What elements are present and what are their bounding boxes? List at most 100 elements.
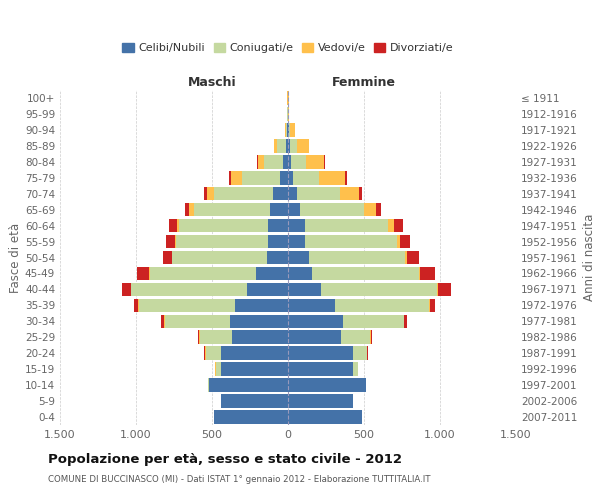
Bar	[341, 330, 370, 344]
Bar	[199, 330, 200, 344]
Text: Femmine: Femmine	[332, 76, 396, 89]
Bar	[256, 266, 288, 280]
Bar	[194, 203, 270, 216]
Legend: Celibi/Nubili, Coniugati/e, Vedovi/e, Divorziati/e: Celibi/Nubili, Coniugati/e, Vedovi/e, Di…	[118, 38, 458, 58]
Bar	[288, 187, 297, 200]
Bar	[139, 298, 235, 312]
Bar	[285, 123, 286, 136]
Bar	[221, 346, 288, 360]
Bar	[288, 250, 309, 264]
Bar	[288, 266, 313, 280]
Bar	[164, 314, 165, 328]
Bar	[288, 346, 353, 360]
Bar	[288, 171, 293, 184]
Bar	[286, 123, 287, 136]
Bar	[205, 187, 208, 200]
Bar	[297, 187, 340, 200]
Y-axis label: Fasce di età: Fasce di età	[9, 222, 22, 292]
Bar	[394, 219, 403, 232]
Bar	[288, 410, 362, 424]
Bar	[288, 203, 300, 216]
Bar	[288, 362, 353, 376]
Bar	[229, 171, 231, 184]
Bar	[221, 394, 288, 408]
Bar	[288, 123, 289, 136]
Bar	[216, 362, 221, 376]
Bar	[288, 235, 305, 248]
Bar	[235, 298, 288, 312]
Bar	[288, 330, 341, 344]
Bar	[270, 203, 288, 216]
Bar	[371, 330, 373, 344]
Bar	[305, 219, 388, 232]
Bar	[267, 250, 288, 264]
Bar	[263, 155, 283, 168]
Bar	[353, 346, 367, 360]
Bar	[242, 171, 280, 184]
Bar	[287, 123, 288, 136]
Bar	[209, 378, 288, 392]
Bar	[388, 219, 394, 232]
Bar	[340, 187, 359, 200]
Bar	[280, 171, 288, 184]
Bar	[161, 314, 164, 328]
Bar	[335, 298, 430, 312]
Bar	[289, 123, 290, 136]
Bar	[370, 330, 371, 344]
Bar	[277, 139, 286, 152]
Bar	[166, 235, 175, 248]
Bar	[189, 203, 194, 216]
Bar	[367, 346, 368, 360]
Bar	[290, 123, 295, 136]
Bar	[197, 330, 199, 344]
Bar	[208, 187, 214, 200]
Bar	[134, 298, 138, 312]
Bar	[172, 250, 267, 264]
Bar	[293, 171, 319, 184]
Bar	[407, 250, 419, 264]
Bar	[309, 250, 405, 264]
Bar	[400, 235, 410, 248]
Bar	[214, 187, 273, 200]
Bar	[169, 219, 177, 232]
Bar	[288, 378, 365, 392]
Bar	[288, 282, 322, 296]
Bar	[300, 203, 364, 216]
Bar	[268, 235, 288, 248]
Bar	[437, 282, 439, 296]
Bar	[319, 171, 345, 184]
Bar	[365, 378, 366, 392]
Bar	[430, 298, 436, 312]
Bar	[200, 330, 232, 344]
Bar	[343, 314, 404, 328]
Bar	[288, 139, 290, 152]
Bar	[208, 378, 209, 392]
Bar	[131, 282, 247, 296]
Bar	[232, 330, 288, 344]
Bar	[286, 139, 288, 152]
Y-axis label: Anni di nascita: Anni di nascita	[583, 214, 596, 301]
Bar	[297, 139, 309, 152]
Bar	[306, 155, 325, 168]
Bar	[185, 203, 189, 216]
Bar	[288, 155, 291, 168]
Bar	[268, 219, 288, 232]
Bar	[247, 282, 288, 296]
Bar	[163, 250, 172, 264]
Bar	[149, 266, 256, 280]
Bar	[177, 219, 179, 232]
Bar	[283, 155, 288, 168]
Bar	[376, 203, 382, 216]
Bar	[404, 314, 407, 328]
Bar	[420, 266, 436, 280]
Bar	[364, 203, 376, 216]
Bar	[405, 250, 407, 264]
Bar	[273, 187, 288, 200]
Bar	[257, 155, 263, 168]
Bar	[215, 362, 216, 376]
Bar	[221, 362, 288, 376]
Bar	[419, 266, 420, 280]
Bar	[175, 235, 176, 248]
Bar	[290, 139, 297, 152]
Bar	[206, 346, 221, 360]
